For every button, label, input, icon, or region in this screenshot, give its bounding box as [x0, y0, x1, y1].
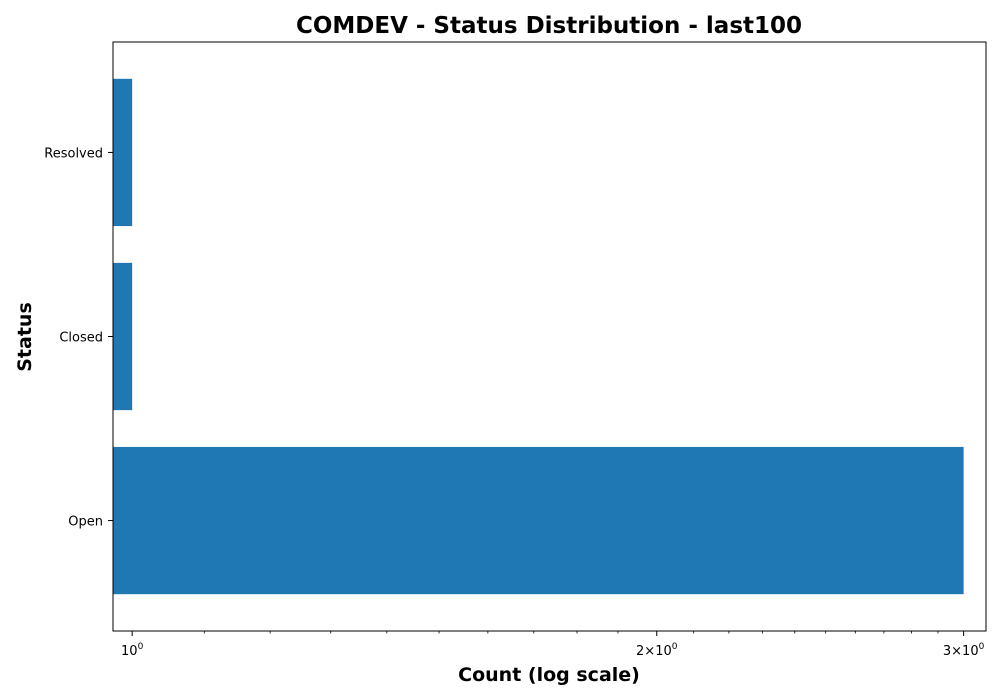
bar-resolved: [113, 78, 133, 227]
y-tick-label: Closed: [59, 331, 103, 346]
x-tick-label: 2×100: [636, 642, 678, 659]
x-tick-label: 100: [121, 642, 144, 659]
y-tick-label: Resolved: [44, 146, 103, 161]
y-axis-label: Status: [14, 302, 36, 372]
x-axis-label: Count (log scale): [458, 664, 640, 686]
y-tick-label: Open: [68, 515, 103, 530]
bar-open: [113, 446, 964, 595]
bar-closed: [113, 262, 133, 411]
x-tick-label: 3×100: [943, 642, 985, 659]
chart-title: COMDEV - Status Distribution - last100: [296, 13, 802, 39]
bars-group: [113, 78, 964, 595]
y-axis-ticks: Open Closed Resolved: [44, 146, 113, 530]
x-axis-ticks: 100 2×100 3×100: [121, 631, 985, 659]
